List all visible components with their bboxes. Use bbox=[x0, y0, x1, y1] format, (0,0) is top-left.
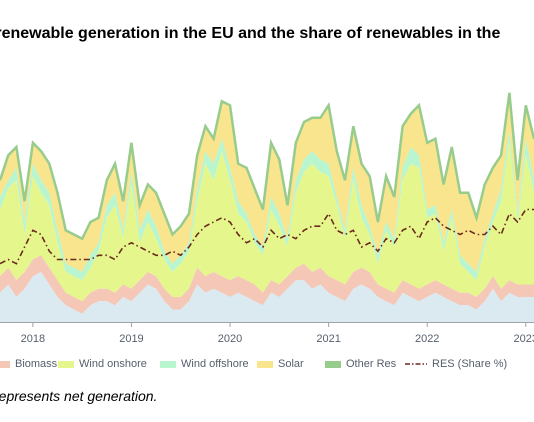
legend-label: Wind offshore bbox=[181, 358, 249, 370]
series-line-res-share bbox=[0, 208, 534, 265]
legend-swatch bbox=[257, 360, 273, 368]
x-tick-label: 2020 bbox=[218, 333, 242, 345]
legend-item[interactable]: Wind onshore bbox=[58, 358, 147, 370]
legend-item[interactable]: Biomass bbox=[0, 358, 57, 370]
legend-label: Solar bbox=[278, 358, 304, 370]
legend-swatch bbox=[405, 363, 427, 365]
series-area-biomass bbox=[0, 255, 534, 314]
legend-swatch bbox=[0, 360, 10, 368]
chart-legend: Biomass Wind onshore Wind offshore Solar Oth… bbox=[0, 358, 534, 374]
legend-label: Biomass bbox=[15, 358, 58, 370]
x-tick-label: 2019 bbox=[119, 333, 143, 345]
chart-title: y renewable generation in the EU and the… bbox=[0, 25, 501, 42]
legend-item[interactable]: Other Res bbox=[325, 358, 396, 370]
series-line-other-res bbox=[0, 92, 534, 241]
legend-item[interactable]: Wind offshore bbox=[160, 358, 249, 370]
legend-label: Wind onshore bbox=[79, 358, 147, 370]
legend-item[interactable]: Solar bbox=[257, 358, 304, 370]
legend-item[interactable]: RES (Share %) bbox=[405, 358, 507, 370]
x-tick-label: 2022 bbox=[415, 333, 439, 345]
legend-swatch bbox=[160, 360, 176, 368]
series-area-wind-onshore bbox=[0, 142, 534, 302]
legend-label: RES (Share %) bbox=[432, 358, 508, 370]
legend-label: Other Res bbox=[346, 358, 397, 370]
series-area-hydro bbox=[0, 272, 534, 322]
footnote: represents net generation. bbox=[0, 388, 158, 404]
x-tick-label: 2023 bbox=[514, 333, 534, 345]
x-tick-label: 2021 bbox=[316, 333, 340, 345]
legend-swatch bbox=[58, 360, 74, 368]
legend-swatch bbox=[325, 360, 341, 368]
x-tick-label: 2018 bbox=[21, 333, 45, 345]
